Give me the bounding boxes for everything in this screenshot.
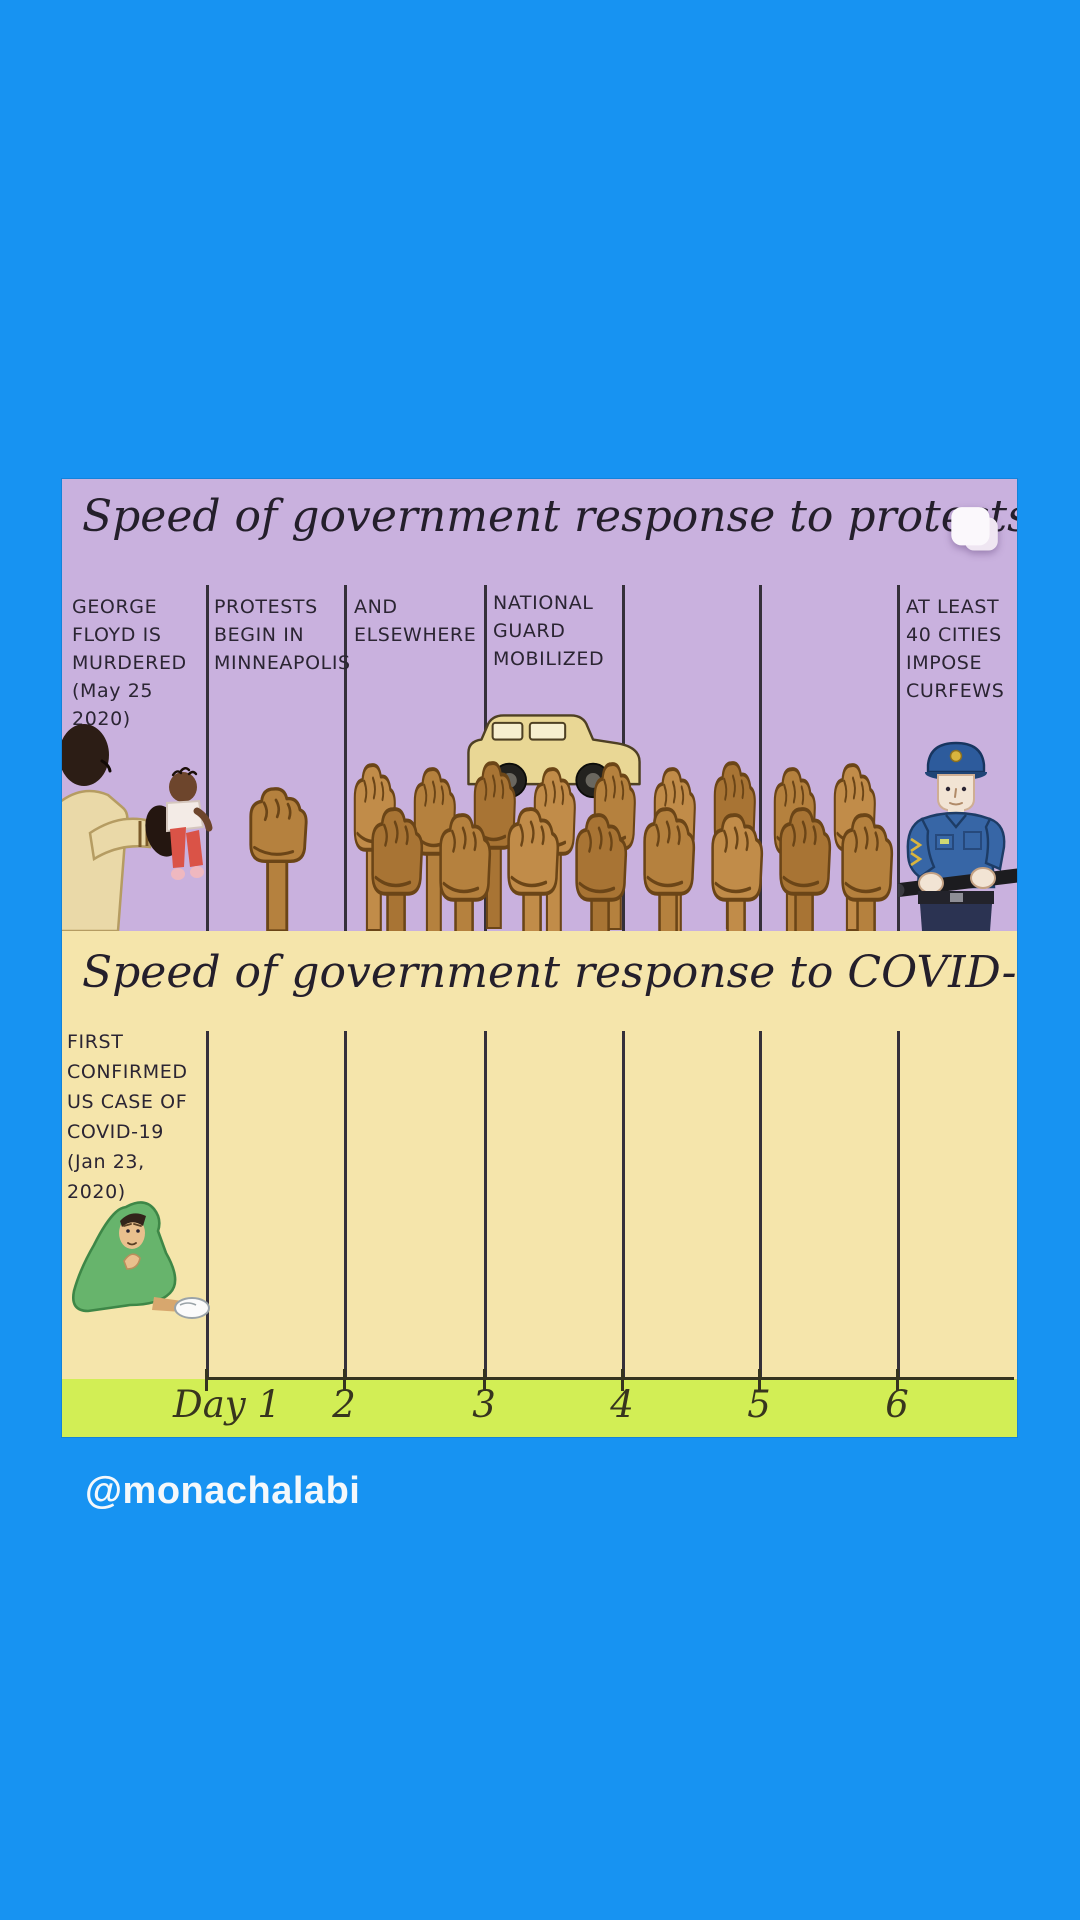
protests-title: Speed of government response to protests <box>82 491 1017 542</box>
raised-fist-illustration <box>249 787 308 931</box>
axis-tick <box>343 1369 346 1391</box>
axis-tick <box>621 1369 624 1391</box>
day-divider <box>344 1031 347 1379</box>
day-label: 5 <box>747 1383 771 1426</box>
day-divider <box>344 585 347 931</box>
axis-tick <box>758 1369 761 1391</box>
axis-tick <box>896 1369 899 1391</box>
day-divider <box>897 1031 900 1379</box>
day-divider <box>206 585 209 931</box>
man-holding-baby-illustration <box>62 724 213 931</box>
infographic-card: Speed of government response to protests… <box>62 479 1017 1437</box>
day-divider <box>759 1031 762 1379</box>
axis-tick <box>483 1369 486 1391</box>
annotation-curfews: AT LEAST 40 CITIES IMPOSE CURFEWS <box>906 596 1005 702</box>
day-divider <box>897 585 900 931</box>
annotation-protests-begin: PROTESTS BEGIN IN MINNEAPOLIS <box>214 596 351 674</box>
account-handle[interactable]: @monachalabi <box>85 1470 361 1512</box>
day-label: 3 <box>472 1383 496 1426</box>
annotation-national-guard: NATIONAL GUARD MOBILIZED <box>493 592 605 670</box>
sitting-person-illustration <box>72 1201 210 1319</box>
covid-title: Speed of government response to COVID-19 <box>82 947 1017 998</box>
axis-line <box>206 1377 1014 1380</box>
day-label: Day 1 <box>173 1383 281 1426</box>
day-divider <box>759 585 762 931</box>
day-label: 4 <box>610 1383 634 1426</box>
day-divider <box>622 1031 625 1379</box>
protests-panel: Speed of government response to protests… <box>62 479 1017 931</box>
stacked-photos-icon <box>951 507 998 551</box>
day-divider <box>484 1031 487 1379</box>
annotation-first-covid-case: FIRST CONFIRMED US CASE OF COVID-19 (Jan… <box>67 1031 188 1203</box>
annotation-and-elsewhere: AND ELSEWHERE <box>354 596 477 646</box>
fist-crowd-illustration <box>352 714 894 931</box>
police-officer-illustration <box>898 741 1017 931</box>
baby <box>166 767 213 880</box>
day-axis <box>62 1379 1017 1437</box>
covid-panel: Speed of government response to COVID-19… <box>62 931 1017 1379</box>
axis-tick <box>205 1369 208 1391</box>
day-label: 6 <box>885 1383 909 1426</box>
day-label: 2 <box>332 1383 356 1426</box>
day-divider <box>206 1031 209 1379</box>
annotation-george-floyd-murdered: GEORGE FLOYD IS MURDERED (May 25 2020) <box>72 596 187 730</box>
